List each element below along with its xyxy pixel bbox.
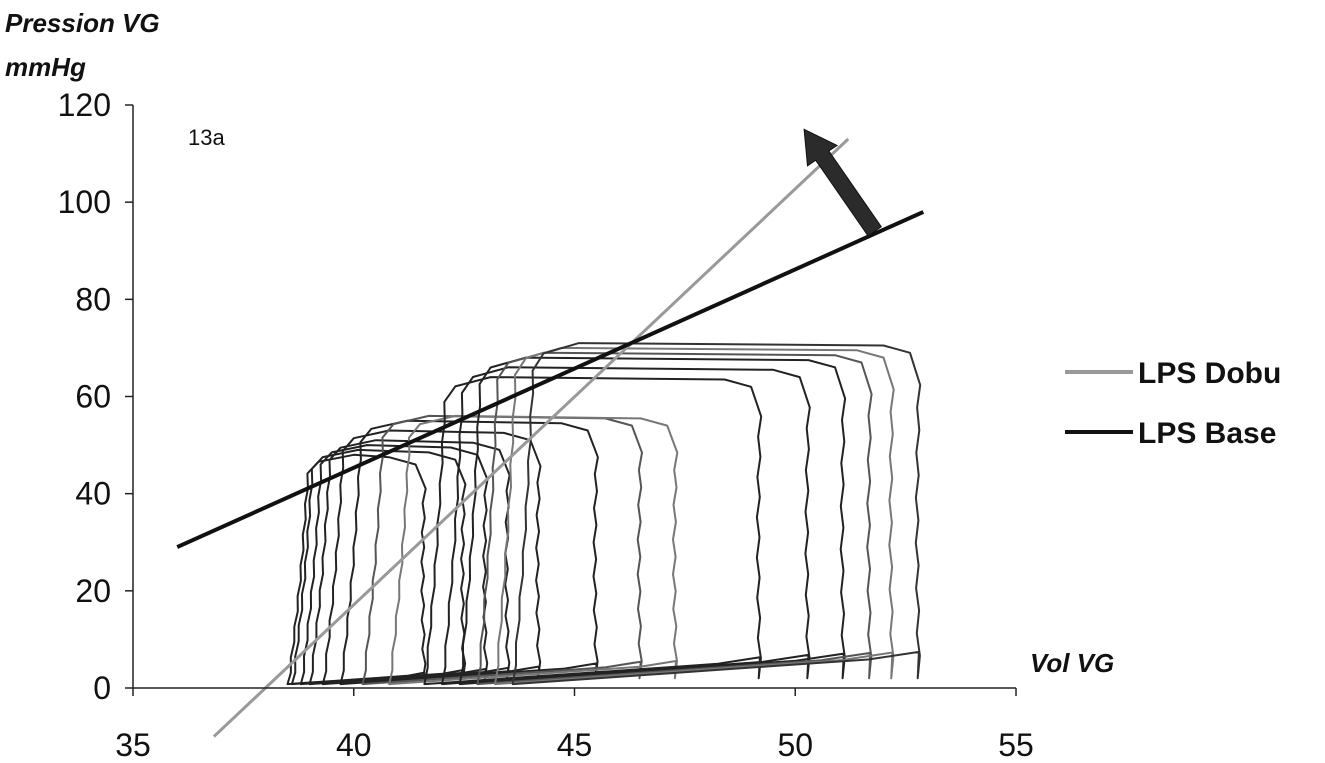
pv-loop [511,342,922,686]
pv-loop [339,419,599,686]
pv-loop [476,351,873,686]
legend-label-lps-base: LPS Base [1138,417,1276,450]
y-tick-label: 40 [75,476,111,512]
series-line-lps-base [176,210,925,549]
legend-label-lps-dobu: LPS Dobu [1138,357,1281,390]
y-tick-label: 0 [93,670,111,706]
y-tick-label: 100 [58,184,111,220]
legend: LPS Dobu LPS Base [1065,357,1281,450]
pv-loop [441,366,811,686]
arrow-annotation [803,128,882,237]
series-line-lps-dobu-extension [212,686,267,738]
y-tick-label: 80 [75,281,111,317]
y-tick-label: 120 [58,87,111,123]
pv-loop [458,356,847,686]
series-line-lps-dobu [264,137,850,690]
x-tick-label: 45 [557,727,593,763]
x-tick-label: 35 [115,727,151,763]
y-axis-label-line2: mmHg [5,52,86,82]
x-tick-label: 50 [777,727,813,763]
pv-loop [388,414,679,686]
panel-annotation: 13a [188,125,225,150]
pv-loops-group [286,342,922,686]
pv-loop [423,376,763,686]
tick-labels-group: 0 20 40 60 80 100 120 35 40 45 50 55 [58,87,1034,763]
x-tick-label: 40 [336,727,372,763]
pv-loop [321,429,542,686]
pv-loop [494,346,895,686]
arrow-icon [803,128,882,237]
x-axis-label: Vol VG [1030,648,1114,678]
pv-loop [308,439,511,686]
y-axis-label-line1: Pression VG [5,8,160,38]
axes-group [125,104,1017,696]
pv-loop [361,414,643,686]
series-lines-group [176,137,925,738]
x-tick-label: 55 [998,727,1034,763]
y-tick-label: 20 [75,573,111,609]
y-tick-label: 60 [75,379,111,415]
